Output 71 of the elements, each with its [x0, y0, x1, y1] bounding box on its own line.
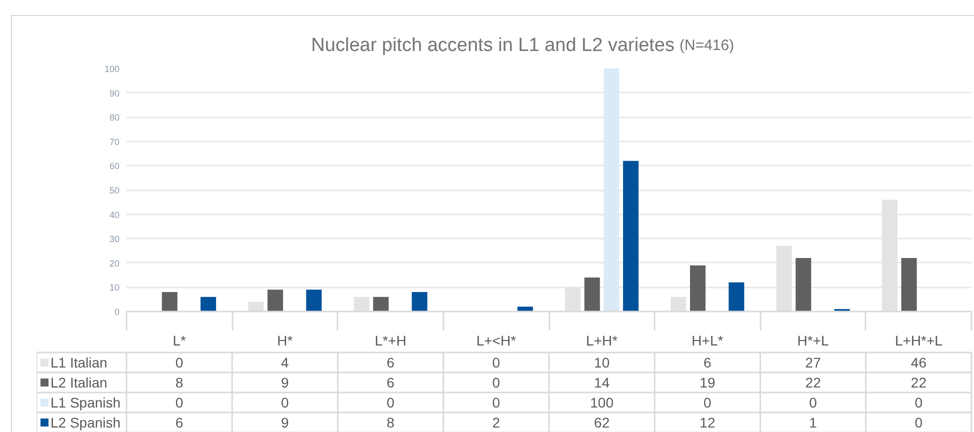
data-label: 12	[700, 414, 716, 430]
data-label: 6	[386, 374, 395, 390]
legend-label: L2 Spanish	[50, 414, 121, 430]
bar	[517, 306, 533, 312]
data-label: 0	[175, 354, 184, 370]
y-tick-label: 70	[109, 136, 120, 147]
data-label: 6	[386, 354, 395, 370]
data-label: 0	[492, 374, 500, 390]
data-label: 0	[914, 414, 923, 430]
legend-label: L1 Italian	[50, 354, 108, 370]
x-tick-label: L*+H	[374, 332, 406, 348]
y-tick-label: 90	[109, 88, 120, 98]
data-label: 8	[175, 374, 184, 390]
x-tick-label: L+H*+L	[894, 332, 943, 348]
chart-title: Nuclear pitch accents in L1 and L2 varietes	[311, 35, 675, 56]
data-label: 10	[594, 354, 610, 370]
y-tick-label: 40	[109, 210, 120, 220]
data-label: 62	[594, 414, 610, 430]
y-tick-label: 100	[104, 64, 120, 74]
data-label: 6	[175, 414, 184, 430]
data-label: 22	[805, 374, 822, 390]
bar	[373, 296, 389, 312]
x-tick-label: L+<H*	[476, 332, 517, 348]
bar	[690, 265, 706, 312]
bar	[796, 258, 812, 312]
data-label: 14	[594, 374, 610, 390]
bar	[200, 296, 216, 312]
chart-subtitle: (N=416)	[680, 37, 734, 54]
data-label: 0	[809, 394, 818, 410]
y-tick-label: 60	[109, 161, 120, 172]
data-label: 0	[281, 394, 290, 410]
bar	[162, 292, 178, 312]
data-label: 1	[809, 414, 818, 430]
y-tick-label: 30	[109, 234, 120, 244]
bar	[584, 277, 600, 312]
data-label: 22	[910, 374, 927, 390]
x-tick-label: L*	[172, 332, 186, 348]
bar	[623, 160, 639, 312]
data-label: 0	[704, 394, 712, 410]
data-label: 100	[590, 394, 614, 410]
data-label: 0	[914, 394, 923, 410]
data-label: 9	[281, 374, 290, 390]
bar	[604, 68, 620, 312]
data-label: 9	[281, 414, 290, 430]
x-tick-label: H*	[277, 332, 294, 348]
y-tick-label: 50	[109, 186, 120, 196]
x-tick-label: L+H*	[586, 332, 618, 348]
bar	[901, 258, 917, 312]
legend-label: L1 Spanish	[50, 394, 121, 410]
bar	[268, 290, 284, 312]
y-tick-label: 80	[109, 112, 120, 123]
y-tick-label: 10	[109, 282, 120, 293]
data-label: 4	[281, 354, 290, 370]
data-label: 2	[492, 414, 500, 430]
x-tick-label: H*+L	[797, 332, 830, 348]
bar	[306, 290, 322, 312]
data-label: 6	[704, 354, 712, 370]
data-label: 0	[386, 394, 395, 410]
data-label: 27	[805, 354, 822, 370]
data-label: 46	[910, 354, 927, 370]
data-label: 19	[700, 374, 716, 390]
bar	[412, 292, 428, 312]
legend-label: L2 Italian	[50, 374, 108, 390]
x-tick-label: H+L*	[692, 332, 724, 348]
data-label: 0	[175, 394, 184, 410]
y-tick-label: 0	[114, 307, 120, 317]
data-label: 0	[492, 394, 500, 410]
bar	[728, 282, 744, 312]
data-label: 8	[386, 414, 395, 430]
y-tick-label: 20	[109, 258, 120, 268]
data-label: 0	[492, 354, 500, 370]
